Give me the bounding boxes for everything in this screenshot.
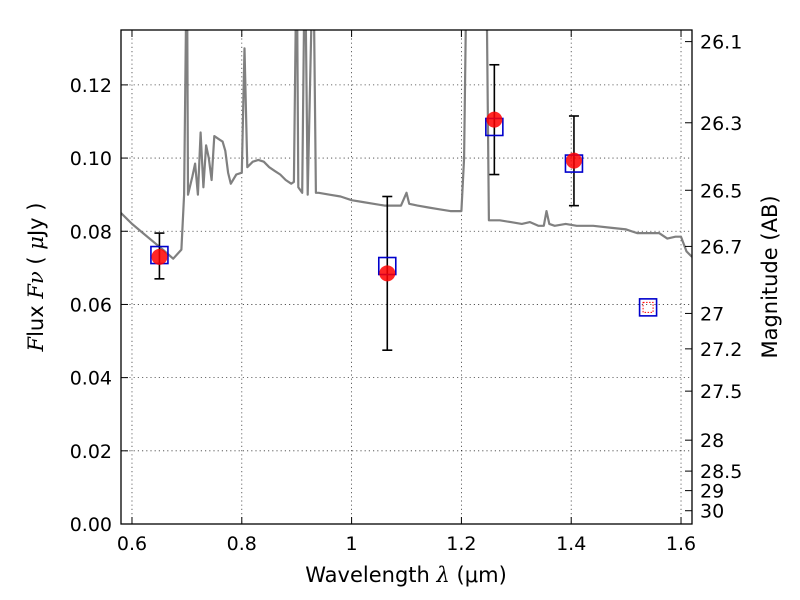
observed-point — [565, 152, 582, 169]
mag-tick-label: 26.7 — [700, 236, 742, 258]
y-tick-label: 0.12 — [70, 75, 112, 97]
y-tick-label: 0.08 — [70, 221, 112, 243]
x-axis-label: Wavelength λ (μm) — [305, 563, 507, 587]
y-tick-label: 0.00 — [70, 514, 112, 536]
plot-frame — [120, 29, 693, 525]
mag-tick-label: 26.3 — [700, 113, 742, 135]
x-tick-label: 1.4 — [556, 533, 586, 555]
model-spectrum-line — [121, 30, 692, 260]
observed-point — [486, 111, 503, 128]
plot-area — [121, 30, 692, 351]
x-tick-label: 1.2 — [446, 533, 476, 555]
mag-tick-label: 28.5 — [700, 461, 742, 483]
mag-tick-label: 28 — [700, 430, 724, 452]
y-tick-label: 0.04 — [70, 368, 112, 390]
axis-ticks: 0.6 0.8 1 1.2 1.4 1.6 0.00 0.02 0.04 0.06 0.08 0.10… — [70, 30, 742, 555]
observed-point — [379, 265, 396, 282]
model-photometry-square — [638, 298, 658, 317]
mag-tick-label: 30 — [700, 501, 724, 523]
observed-point — [151, 248, 168, 265]
right-axis-label: Magnitude (AB) — [758, 195, 782, 358]
x-tick-label: 0.8 — [227, 533, 257, 555]
y-tick-label: 0.10 — [70, 148, 112, 170]
mag-tick-label: 26.5 — [700, 180, 742, 202]
mag-tick-label: 27.5 — [700, 381, 742, 403]
x-tick-label: 1.6 — [666, 533, 696, 555]
mag-tick-label: 26.1 — [700, 32, 742, 54]
x-tick-label: 0.6 — [117, 533, 147, 555]
y-tick-label: 0.06 — [70, 294, 112, 316]
grid — [121, 30, 692, 525]
mag-tick-label: 29 — [700, 481, 724, 503]
upper-limit-marker — [642, 301, 654, 313]
mag-tick-label: 27 — [700, 303, 724, 325]
y-axis-label: Flux Fν ( μJy ) — [24, 203, 48, 353]
x-tick-label: 1 — [346, 533, 358, 555]
mag-tick-label: 27.2 — [700, 339, 742, 361]
y-tick-label: 0.02 — [70, 441, 112, 463]
